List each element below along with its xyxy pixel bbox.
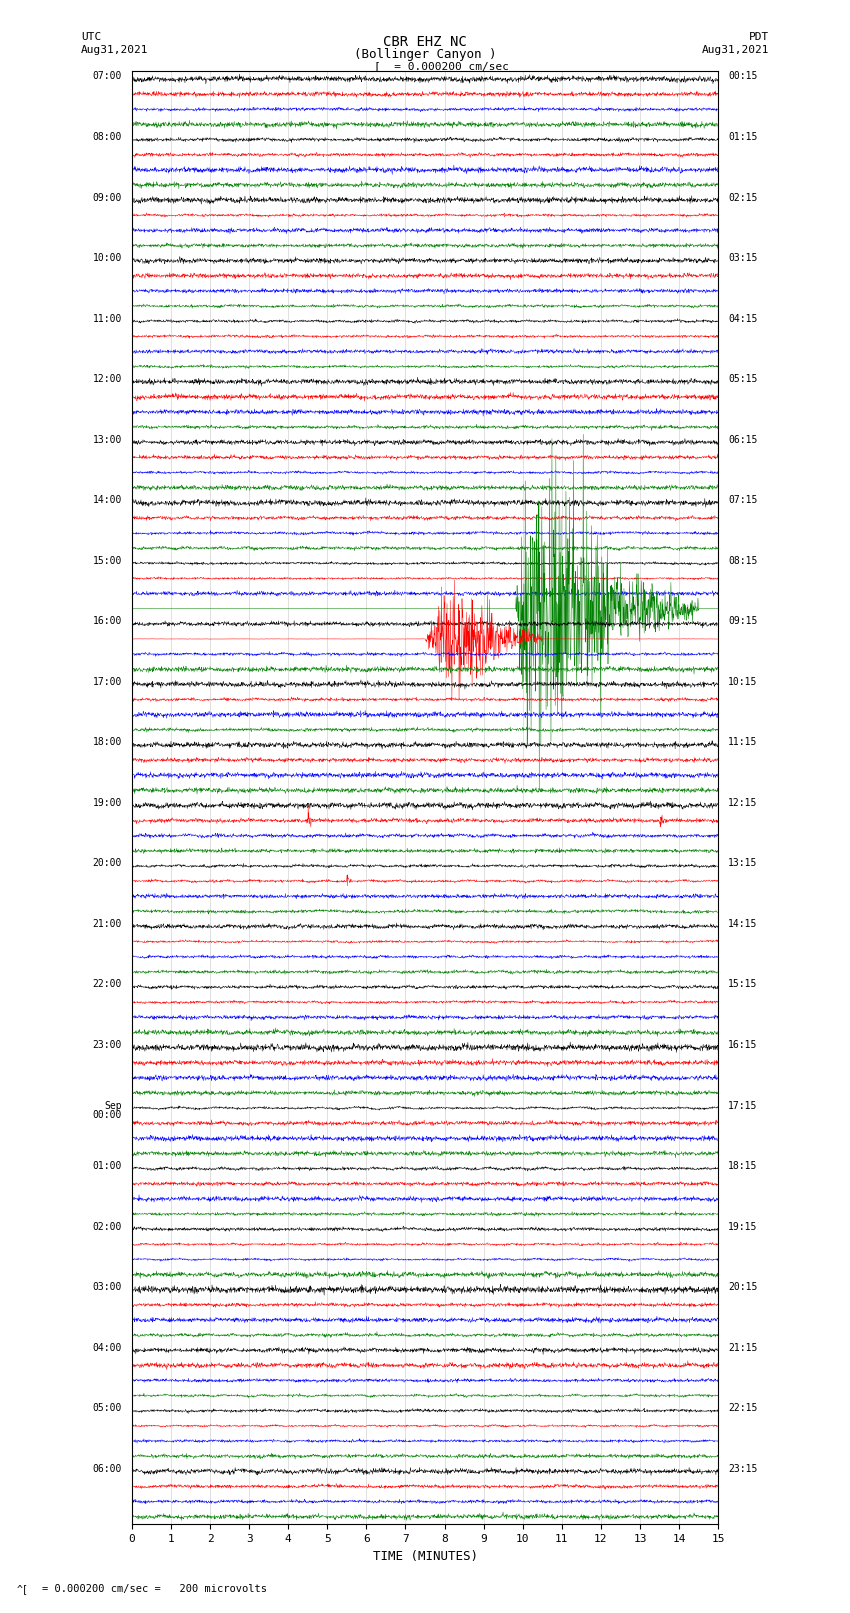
- Text: 21:00: 21:00: [93, 919, 122, 929]
- Text: 06:15: 06:15: [728, 434, 757, 445]
- Text: 10:15: 10:15: [728, 677, 757, 687]
- Text: = 0.000200 cm/sec =   200 microvolts: = 0.000200 cm/sec = 200 microvolts: [42, 1584, 268, 1594]
- Text: 14:15: 14:15: [728, 919, 757, 929]
- Text: 05:00: 05:00: [93, 1403, 122, 1413]
- Text: 16:00: 16:00: [93, 616, 122, 626]
- Text: 18:15: 18:15: [728, 1161, 757, 1171]
- Text: 04:15: 04:15: [728, 313, 757, 324]
- Text: 22:15: 22:15: [728, 1403, 757, 1413]
- Text: 20:00: 20:00: [93, 858, 122, 868]
- X-axis label: TIME (MINUTES): TIME (MINUTES): [372, 1550, 478, 1563]
- Text: 00:15: 00:15: [728, 71, 757, 81]
- Text: 23:15: 23:15: [728, 1463, 757, 1474]
- Text: 02:00: 02:00: [93, 1221, 122, 1232]
- Text: 15:00: 15:00: [93, 556, 122, 566]
- Text: 22:00: 22:00: [93, 979, 122, 989]
- Text: 11:00: 11:00: [93, 313, 122, 324]
- Text: 14:00: 14:00: [93, 495, 122, 505]
- Text: 11:15: 11:15: [728, 737, 757, 747]
- Text: 08:00: 08:00: [93, 132, 122, 142]
- Text: 15:15: 15:15: [728, 979, 757, 989]
- Text: 01:00: 01:00: [93, 1161, 122, 1171]
- Text: 16:15: 16:15: [728, 1040, 757, 1050]
- Text: Aug31,2021: Aug31,2021: [81, 45, 148, 55]
- Text: 09:00: 09:00: [93, 192, 122, 203]
- Text: 21:15: 21:15: [728, 1342, 757, 1353]
- Text: 04:00: 04:00: [93, 1342, 122, 1353]
- Text: 19:00: 19:00: [93, 798, 122, 808]
- Text: 07:00: 07:00: [93, 71, 122, 81]
- Text: 23:00: 23:00: [93, 1040, 122, 1050]
- Text: 13:15: 13:15: [728, 858, 757, 868]
- Text: Aug31,2021: Aug31,2021: [702, 45, 769, 55]
- Text: 02:15: 02:15: [728, 192, 757, 203]
- Text: 18:00: 18:00: [93, 737, 122, 747]
- Text: [  = 0.000200 cm/sec: [ = 0.000200 cm/sec: [374, 61, 509, 71]
- Text: 13:00: 13:00: [93, 434, 122, 445]
- Text: 05:15: 05:15: [728, 374, 757, 384]
- Text: (Bollinger Canyon ): (Bollinger Canyon ): [354, 48, 496, 61]
- Text: 09:15: 09:15: [728, 616, 757, 626]
- Text: 17:15: 17:15: [728, 1100, 757, 1110]
- Text: PDT: PDT: [749, 32, 769, 42]
- Text: 12:15: 12:15: [728, 798, 757, 808]
- Text: 03:00: 03:00: [93, 1282, 122, 1292]
- Text: 10:00: 10:00: [93, 253, 122, 263]
- Text: CBR EHZ NC: CBR EHZ NC: [383, 35, 467, 50]
- Text: 07:15: 07:15: [728, 495, 757, 505]
- Text: 17:00: 17:00: [93, 677, 122, 687]
- Text: 08:15: 08:15: [728, 556, 757, 566]
- Text: ^[: ^[: [17, 1584, 29, 1594]
- Text: UTC: UTC: [81, 32, 101, 42]
- Text: 19:15: 19:15: [728, 1221, 757, 1232]
- Text: 01:15: 01:15: [728, 132, 757, 142]
- Text: 12:00: 12:00: [93, 374, 122, 384]
- Text: 03:15: 03:15: [728, 253, 757, 263]
- Text: 20:15: 20:15: [728, 1282, 757, 1292]
- Text: 06:00: 06:00: [93, 1463, 122, 1474]
- Text: Sep
00:00: Sep 00:00: [93, 1100, 122, 1119]
